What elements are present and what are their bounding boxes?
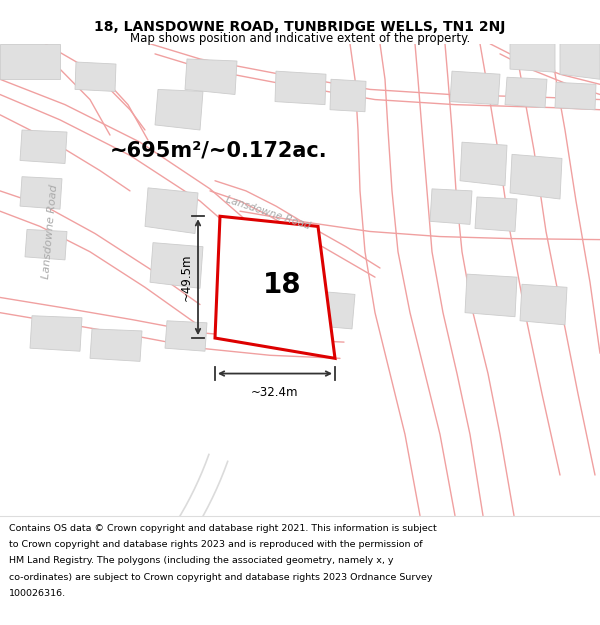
Text: co-ordinates) are subject to Crown copyright and database rights 2023 Ordnance S: co-ordinates) are subject to Crown copyr…	[9, 572, 433, 581]
Polygon shape	[20, 130, 67, 164]
Polygon shape	[90, 329, 142, 361]
Text: 18: 18	[263, 271, 301, 299]
Polygon shape	[20, 177, 62, 209]
Polygon shape	[460, 142, 507, 186]
Text: 18, LANSDOWNE ROAD, TUNBRIDGE WELLS, TN1 2NJ: 18, LANSDOWNE ROAD, TUNBRIDGE WELLS, TN1…	[94, 20, 506, 34]
Polygon shape	[465, 274, 517, 317]
Text: to Crown copyright and database rights 2023 and is reproduced with the permissio: to Crown copyright and database rights 2…	[9, 540, 422, 549]
Text: HM Land Registry. The polygons (including the associated geometry, namely x, y: HM Land Registry. The polygons (includin…	[9, 556, 394, 565]
Text: Lansdowne Road: Lansdowne Road	[41, 184, 59, 279]
Polygon shape	[215, 216, 335, 358]
Polygon shape	[510, 44, 555, 72]
Text: ~695m²/~0.172ac.: ~695m²/~0.172ac.	[110, 140, 328, 160]
Polygon shape	[145, 188, 198, 234]
Polygon shape	[275, 71, 326, 104]
Polygon shape	[450, 71, 500, 104]
Text: Lansdowne Road: Lansdowne Road	[224, 195, 311, 232]
Polygon shape	[560, 44, 600, 79]
Text: ~32.4m: ~32.4m	[251, 386, 299, 399]
Polygon shape	[25, 229, 67, 260]
Polygon shape	[30, 316, 82, 351]
Text: Map shows position and indicative extent of the property.: Map shows position and indicative extent…	[130, 32, 470, 45]
Polygon shape	[75, 62, 116, 91]
Polygon shape	[510, 154, 562, 199]
Polygon shape	[430, 189, 472, 224]
Polygon shape	[330, 79, 366, 112]
Polygon shape	[150, 242, 203, 288]
Text: ~49.5m: ~49.5m	[180, 253, 193, 301]
Polygon shape	[475, 197, 517, 231]
Polygon shape	[165, 321, 207, 351]
Text: Contains OS data © Crown copyright and database right 2021. This information is : Contains OS data © Crown copyright and d…	[9, 524, 437, 532]
Polygon shape	[305, 291, 355, 329]
Polygon shape	[245, 280, 303, 323]
Text: 100026316.: 100026316.	[9, 589, 66, 598]
Polygon shape	[0, 44, 60, 79]
Polygon shape	[520, 284, 567, 325]
Polygon shape	[505, 78, 547, 108]
Polygon shape	[555, 82, 596, 110]
Polygon shape	[155, 89, 203, 130]
Polygon shape	[185, 59, 237, 94]
